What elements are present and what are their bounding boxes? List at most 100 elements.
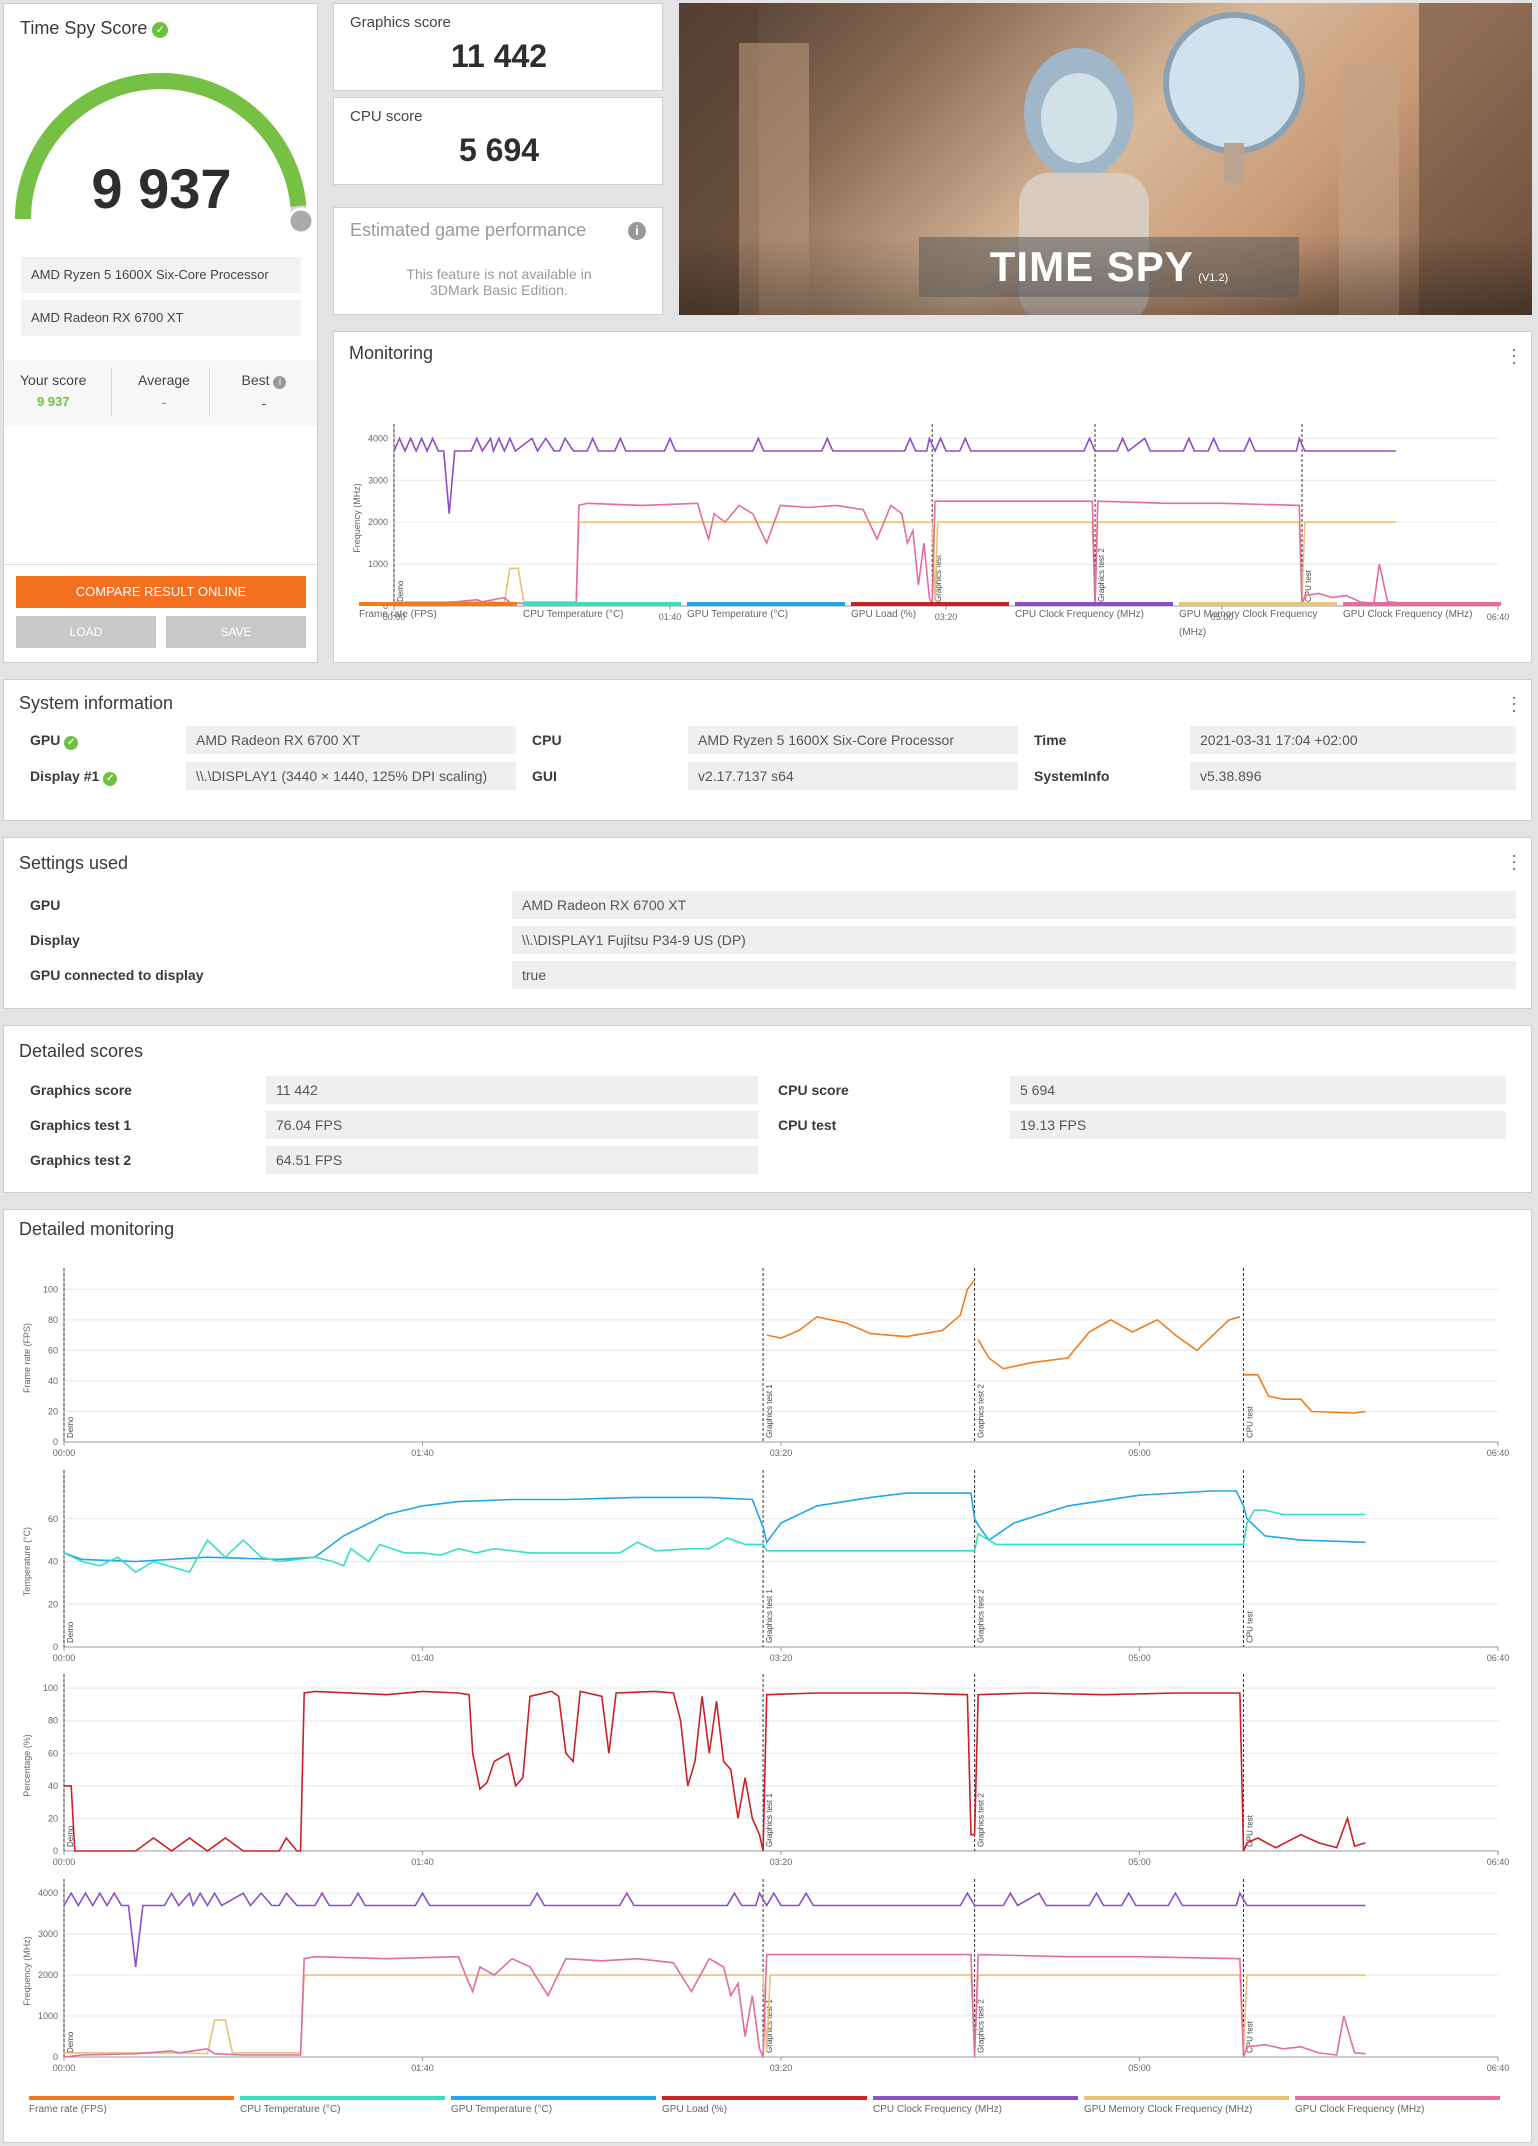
legend-item[interactable]: GPU Temperature (°C): [687, 602, 845, 624]
legend-swatch: [851, 602, 1009, 606]
settings-display-value: \\.\DISPLAY1 Fujitsu P34-9 US (DP): [512, 926, 1516, 954]
cpu-value: AMD Ryzen 5 1600X Six-Core Processor: [688, 726, 1018, 754]
x-tick-label: 06:40: [1487, 612, 1510, 622]
info-icon[interactable]: i: [273, 376, 287, 389]
cpu-score-detail: 5 694: [1010, 1076, 1506, 1104]
legend-label: GPU Memory Clock Frequency (MHz): [1179, 609, 1318, 638]
test-marker-label: Graphics test 2: [1097, 548, 1106, 602]
score-stats: Your score 9 937 Average - Best i-: [4, 360, 317, 426]
cpu-test-value: 19.13 FPS: [1010, 1111, 1506, 1139]
cpu-score-value: 5 694: [458, 132, 540, 168]
y-tick-label: 1000: [368, 559, 388, 569]
test-marker-label: Graphics test 1: [765, 1999, 774, 2053]
legend-swatch: [523, 602, 681, 606]
legend-label: Frame rate (FPS): [29, 2104, 107, 2115]
legend-item[interactable]: GPU Memory Clock Frequency (MHz): [1179, 602, 1337, 642]
gpu-name: AMD Radeon RX 6700 XT: [21, 300, 301, 336]
detailed-scores-panel: Detailed scores Graphics score 11 442 Gr…: [3, 1025, 1532, 1193]
legend-item[interactable]: GPU Load (%): [851, 602, 1009, 624]
more-options-icon[interactable]: · · ·: [1511, 687, 1517, 720]
test-marker-label: Graphics test 1: [765, 1589, 774, 1643]
legend-swatch: [873, 2096, 1078, 2100]
monitoring-frequency-chart: 0 1000 2000 3000 4000 00:00 01:40 03:20 05:00 06:…: [352, 424, 1509, 622]
display-label: Display #1 ✓: [30, 768, 118, 786]
legend-item[interactable]: GPU Temperature (°C): [451, 2096, 656, 2120]
temperature-chart: 0 20 40 60 00:00 01:40 03:20 05:00 06:40 Temperat…: [22, 1470, 1509, 1663]
x-tick-label: 05:00: [1128, 1857, 1151, 1867]
save-button[interactable]: SAVE: [166, 616, 306, 648]
test-marker-label: Demo: [66, 2031, 75, 2053]
systeminfo-label: SystemInfo: [1034, 768, 1110, 784]
more-options-icon[interactable]: · · ·: [1511, 845, 1517, 878]
time-spy-logo: TIME SPY (V1.2): [919, 237, 1299, 297]
your-score-stat: Your score 9 937: [20, 372, 87, 409]
y-tick-label: 1000: [38, 2011, 58, 2021]
y-tick-label: 20: [48, 1406, 58, 1416]
x-tick-label: 05:00: [1211, 612, 1234, 622]
x-tick-label: 00:00: [53, 2063, 76, 2073]
cpu-name: AMD Ryzen 5 1600X Six-Core Processor: [21, 257, 301, 293]
y-axis-label: Percentage (%): [22, 1734, 32, 1797]
settings-gpu-value: AMD Radeon RX 6700 XT: [512, 891, 1516, 919]
x-tick-label: 00:00: [383, 612, 406, 622]
x-tick-label: 01:40: [411, 1857, 434, 1867]
monitoring-chart: 0 1000 2000 3000 4000 00:00 01:40 03:20 05:00 06:…: [352, 424, 1509, 622]
test-marker-label: CPU test: [1245, 2020, 1254, 2053]
cpu-test-label: CPU test: [778, 1117, 837, 1133]
legend-label: CPU Clock Frequency (MHz): [873, 2104, 1002, 2115]
legend-item[interactable]: GPU Clock Frequency (MHz): [1343, 602, 1501, 624]
percentage-chart: 0 20 40 60 80 100 00:00 01:40 03:20 05:00 06:40 Per…: [22, 1674, 1509, 1867]
load-button[interactable]: LOAD: [16, 616, 156, 648]
detailed-monitoring-charts: 0 20 40 60 80 100 00:00 01:40 03:20 05:00 06:40 Fra…: [22, 1268, 1509, 2073]
settings-used-title: Settings used: [19, 853, 129, 873]
systeminfo-value: v5.38.896: [1190, 762, 1516, 790]
legend-swatch: [1343, 602, 1501, 606]
y-tick-label: 0: [53, 2052, 58, 2062]
frequency-chart: 0 1000 2000 3000 4000 00:00 01:40 03:20 05:00 06:…: [22, 1879, 1509, 2073]
y-tick-label: 60: [48, 1514, 58, 1524]
x-tick-label: 01:40: [411, 1448, 434, 1458]
y-tick-label: 60: [48, 1748, 58, 1758]
compare-result-online-button[interactable]: COMPARE RESULT ONLINE: [16, 576, 306, 608]
test-marker-label: Demo: [66, 1825, 75, 1847]
x-tick-label: 01:40: [411, 1653, 434, 1663]
graphics-test-1-label: Graphics test 1: [30, 1117, 132, 1133]
test-marker-label: Graphics test 2: [977, 1384, 986, 1438]
check-icon: ✓: [152, 22, 169, 38]
legend-item[interactable]: CPU Clock Frequency (MHz): [1015, 602, 1173, 624]
x-tick-label: 03:20: [770, 2063, 793, 2073]
legend-swatch: [662, 2096, 867, 2100]
legend-item[interactable]: GPU Clock Frequency (MHz): [1295, 2096, 1500, 2120]
time-spy-banner: TIME SPY (V1.2): [679, 3, 1532, 315]
y-tick-label: 0: [53, 1642, 58, 1652]
legend-item[interactable]: CPU Clock Frequency (MHz): [873, 2096, 1078, 2120]
legend-label: GPU Load (%): [662, 2104, 728, 2115]
test-marker-label: CPU test: [1304, 569, 1313, 602]
system-information-panel: System information · · · GPU ✓ AMD Radeon …: [3, 679, 1532, 821]
legend-swatch: [451, 2096, 656, 2100]
y-tick-label: 2000: [368, 517, 388, 527]
test-marker-label: Graphics test 2: [977, 1589, 986, 1643]
settings-gpu-label: GPU: [30, 897, 61, 913]
x-tick-label: 06:40: [1487, 1857, 1510, 1867]
legend-item[interactable]: CPU Temperature (°C): [240, 2096, 445, 2120]
legend-item[interactable]: CPU Temperature (°C): [523, 602, 681, 624]
test-marker-label: CPU test: [1245, 1610, 1254, 1643]
legend-label: Frame rate (FPS): [359, 609, 437, 620]
score-gauge: [15, 73, 315, 235]
y-tick-label: 100: [43, 1683, 58, 1693]
system-information-title: System information: [19, 693, 174, 713]
check-icon: ✓: [64, 736, 79, 750]
y-tick-label: 60: [48, 1345, 58, 1355]
series-line: [393, 435, 1396, 514]
more-options-icon[interactable]: · · ·: [1511, 339, 1517, 372]
legend-item[interactable]: GPU Memory Clock Frequency (MHz): [1084, 2096, 1289, 2120]
info-icon[interactable]: i: [628, 222, 646, 240]
legend-item[interactable]: Frame rate (FPS): [359, 602, 517, 624]
legend-item[interactable]: GPU Load (%): [662, 2096, 867, 2120]
legend-label: CPU Temperature (°C): [523, 609, 624, 620]
series-line: [394, 521, 1396, 604]
legend-swatch: [1015, 602, 1173, 606]
legend-item[interactable]: Frame rate (FPS): [29, 2096, 234, 2120]
y-tick-label: 40: [48, 1781, 58, 1791]
